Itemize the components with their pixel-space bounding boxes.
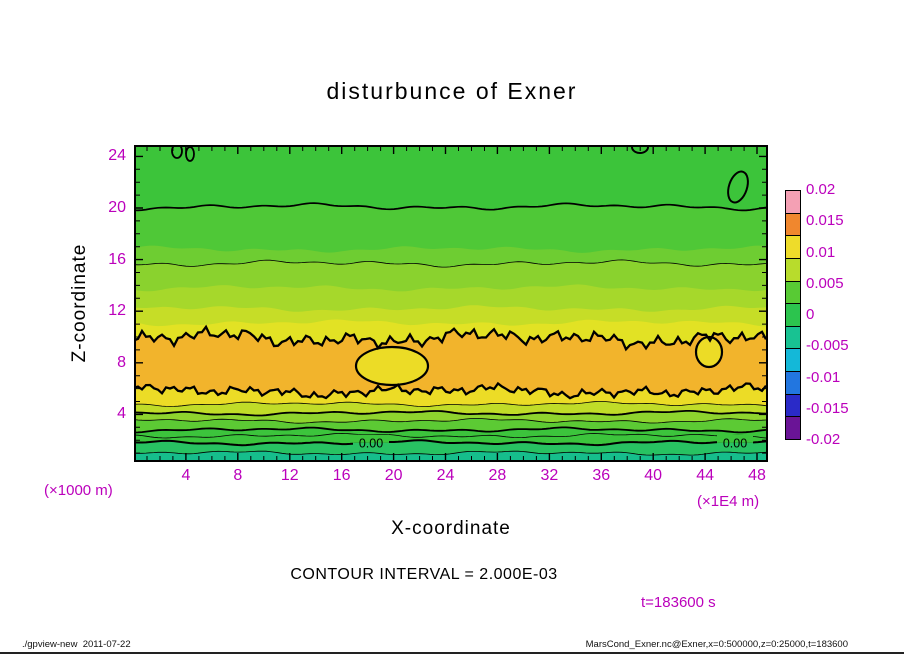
y-tick-label: 24	[108, 147, 126, 165]
colorbar-band	[786, 326, 800, 350]
x-tick-label: 40	[644, 467, 663, 484]
contour-line	[134, 410, 766, 417]
colorbar-band	[786, 191, 800, 214]
axis-ticks	[136, 147, 766, 460]
footer-command: ./gpview-new 2011-07-22	[22, 639, 131, 650]
colorbar-band	[786, 394, 800, 418]
contour-line	[134, 418, 767, 424]
x-axis-label: X-coordinate	[391, 518, 511, 539]
contour-line	[134, 426, 767, 434]
contour-line	[134, 324, 768, 352]
x-tick-label: 20	[384, 467, 403, 484]
contour-line	[134, 450, 767, 456]
colorbar-tick-label: -0.015	[806, 399, 849, 417]
y-tick-label: 20	[108, 199, 126, 216]
x-tick-label: 36	[592, 467, 611, 484]
colorbar-tick-label: -0.01	[806, 368, 841, 386]
plot-frame	[134, 145, 768, 462]
contour-plot: 0.00 0.00	[134, 145, 768, 462]
colorbar-tick-label: 0.015	[806, 212, 844, 230]
colorbar-tick-label: -0.005	[806, 337, 849, 355]
colorbar-band	[786, 349, 800, 373]
colorbar-band	[786, 372, 800, 395]
x-tick-label: 4	[181, 467, 191, 484]
y-tick-label: 8	[117, 353, 126, 371]
contour-line	[134, 381, 767, 400]
x-tick-label: 24	[436, 467, 455, 484]
y-tick-label: 4	[117, 405, 126, 423]
colorbar	[785, 190, 801, 440]
contour-value-label: 0.00	[723, 436, 747, 450]
contour-line	[134, 401, 767, 407]
closed-contour	[171, 145, 183, 159]
contour-hole	[354, 345, 430, 387]
colorbar-tick-label: 0.01	[806, 243, 836, 261]
colorbar-band	[786, 236, 800, 259]
x-tick-label: 48	[748, 467, 766, 484]
y-tick-label: 12	[108, 302, 126, 320]
bottom-border	[0, 652, 904, 654]
colorbar-band	[786, 281, 800, 305]
contour-line	[134, 432, 767, 439]
contour-line	[134, 259, 767, 268]
contour-line	[134, 202, 767, 212]
x-tick-label: 32	[540, 467, 559, 484]
contour-line	[134, 439, 767, 447]
y-tick-label: 16	[108, 250, 126, 268]
colorbar-band	[786, 258, 800, 282]
colorbar-tick-label: 0.02	[806, 181, 836, 198]
colorbar-tick-label: 0.005	[806, 274, 844, 292]
footer-source: MarsCond_Exner.nc@Exner,x=0:500000,z=0:2…	[585, 639, 848, 650]
y-axis-factor: (×1000 m)	[44, 482, 113, 499]
colorbar-tick-label: 0	[806, 306, 815, 323]
x-tick-label: 8	[233, 467, 243, 484]
colorbar-band	[786, 213, 800, 237]
colorbar-tick-label: -0.02	[806, 431, 841, 448]
x-axis-factor: (×1E4 m)	[697, 493, 760, 510]
chart-title: disturbunce of Exner	[326, 78, 578, 104]
contour-value-label: 0.00	[359, 436, 383, 450]
x-tick-label: 12	[280, 467, 299, 484]
x-tick-label: 28	[488, 467, 507, 484]
fill-band	[134, 451, 768, 462]
colorbar-band	[786, 304, 800, 327]
contour-hole	[694, 335, 724, 369]
x-tick-label: 44	[696, 467, 714, 484]
time-label: t=183600 s	[641, 594, 716, 611]
contour-interval-label: CONTOUR INTERVAL = 2.000E-03	[290, 566, 558, 583]
x-tick-label: 16	[332, 467, 351, 484]
closed-contour	[727, 170, 749, 204]
colorbar-band	[786, 417, 800, 440]
